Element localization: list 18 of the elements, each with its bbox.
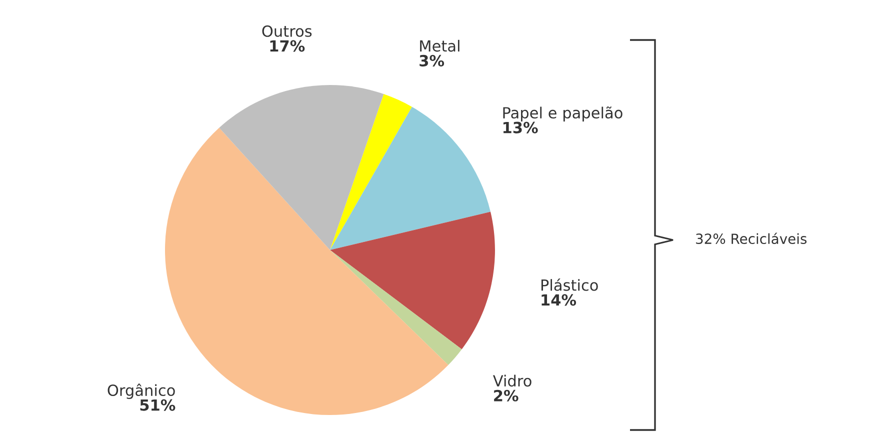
data-label: 13% bbox=[503, 122, 538, 134]
data-label: 3% bbox=[420, 54, 444, 66]
slice-label: Papel e papelão bbox=[503, 106, 622, 122]
data-label: 17% bbox=[270, 40, 305, 52]
data-label: 51% bbox=[140, 399, 176, 411]
slice-label: Orgânico bbox=[108, 384, 175, 400]
slice-label: Plástico bbox=[541, 278, 598, 291]
data-label: 14% bbox=[542, 294, 576, 306]
pie-slice bbox=[330, 250, 462, 366]
pie-slice bbox=[330, 94, 412, 250]
slice-label: Vidro bbox=[492, 374, 532, 387]
pie-slice bbox=[330, 106, 491, 250]
pie-slice bbox=[330, 212, 495, 350]
data-label: 2% bbox=[494, 390, 518, 402]
slice-label: Outros bbox=[262, 25, 312, 37]
slice-label: Metal bbox=[420, 40, 460, 52]
pie-slice bbox=[219, 85, 384, 250]
text: 32% Recicláveis bbox=[696, 232, 807, 244]
